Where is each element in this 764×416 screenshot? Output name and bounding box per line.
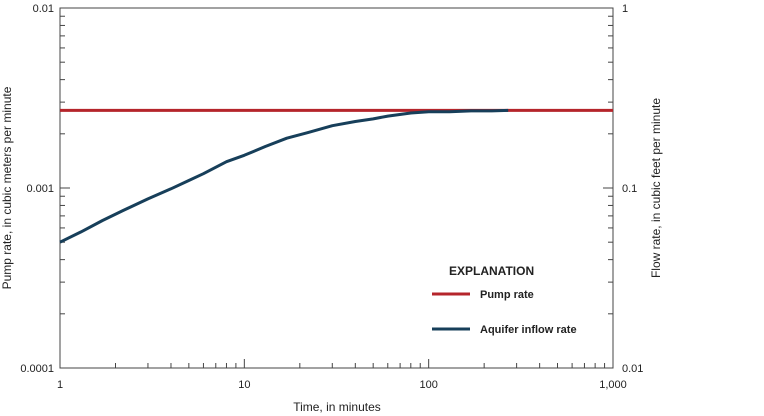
legend-label-aquifer-inflow-rate: Aquifer inflow rate — [480, 324, 577, 336]
right-y-axis-title: Flow rate, in cubic feet per minute — [649, 98, 663, 278]
legend-title: EXPLANATION — [449, 264, 534, 278]
x-axis-title: Time, in minutes — [293, 400, 381, 414]
right-y-tick-label: 1 — [622, 3, 628, 15]
legend: EXPLANATION Pump rate Aquifer inflow rat… — [432, 264, 577, 336]
x-axis: 1 10 100 1,000 — [57, 359, 627, 391]
x-tick-label: 1,000 — [599, 379, 627, 391]
right-y-axis: 0.01 0.1 1 — [603, 3, 643, 375]
right-y-tick-label: 0.1 — [622, 183, 637, 195]
plot-frame — [59, 7, 614, 369]
series-layer — [59, 108, 613, 244]
x-tick-label: 100 — [419, 379, 437, 391]
x-tick-label: 1 — [57, 379, 63, 391]
left-y-axis-title: Pump rate, in cubic meters per minute — [0, 86, 14, 289]
left-y-tick-label: 0.0001 — [20, 363, 54, 375]
legend-label-pump-rate: Pump rate — [480, 289, 534, 301]
series-line-aquifer-inflow-rate — [59, 108, 509, 244]
left-y-axis: 0.0001 0.001 0.01 — [20, 3, 70, 375]
x-tick-label: 10 — [238, 379, 250, 391]
left-y-tick-label: 0.001 — [26, 183, 54, 195]
left-y-tick-label: 0.01 — [33, 3, 54, 15]
right-y-tick-label: 0.01 — [622, 363, 643, 375]
